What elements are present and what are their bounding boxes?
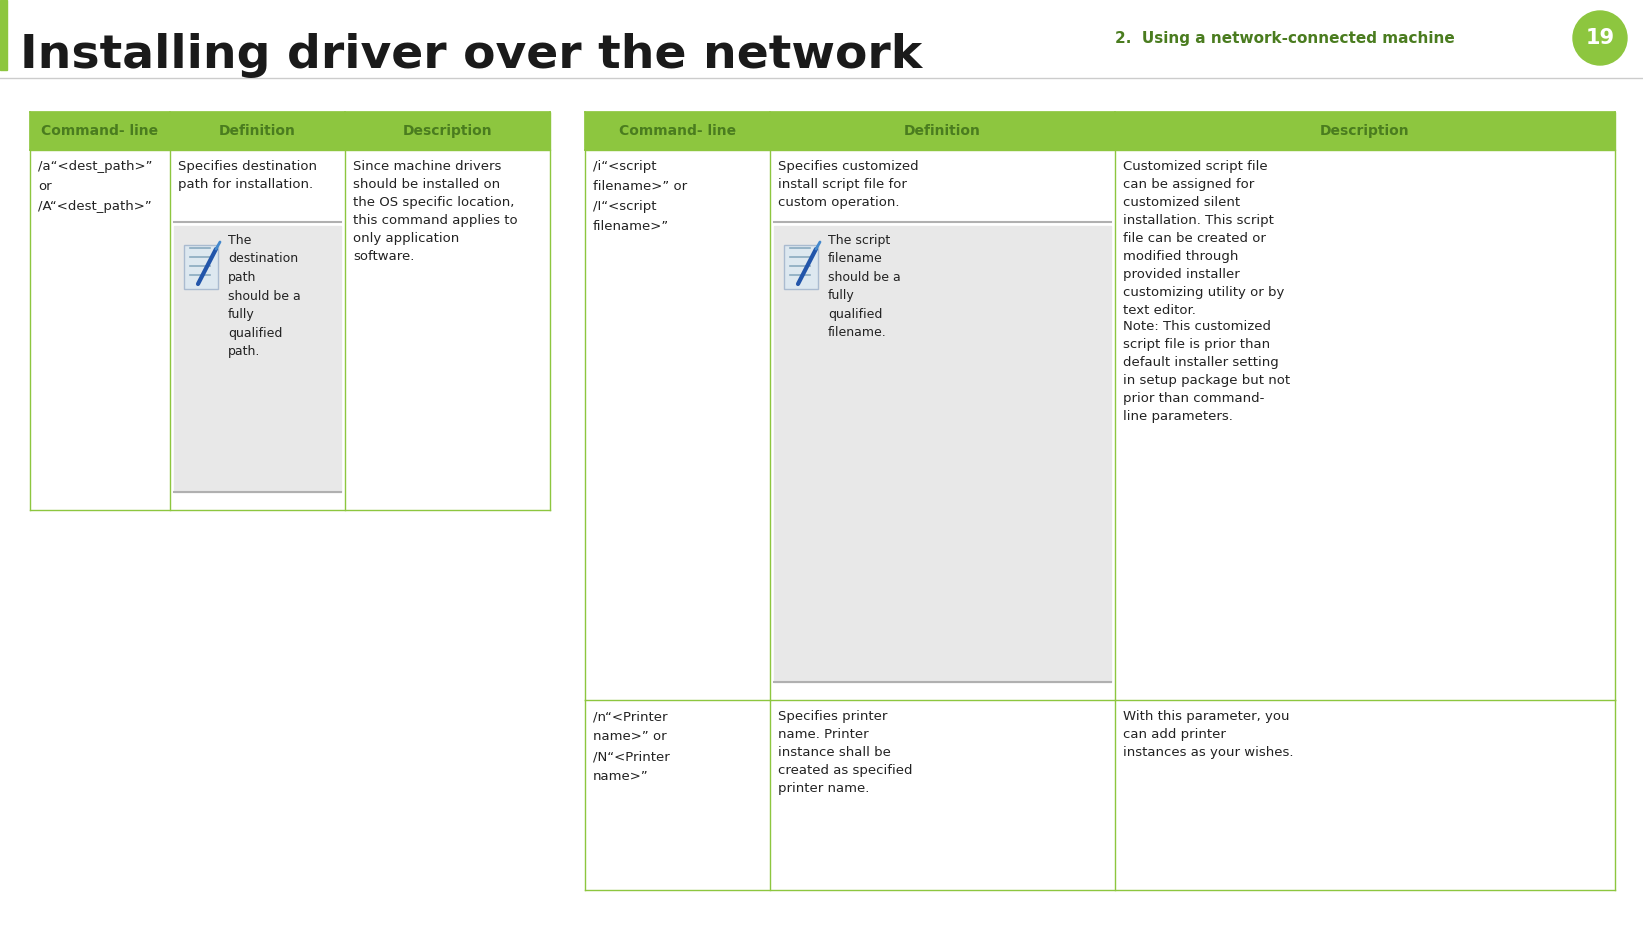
Text: Definition: Definition (904, 124, 981, 138)
Text: 2.  Using a network-connected machine: 2. Using a network-connected machine (1116, 31, 1454, 45)
Bar (30, 150, 550, 510)
Bar (0, 0, 7, 70)
Text: Command- line: Command- line (619, 124, 736, 138)
FancyBboxPatch shape (184, 245, 219, 289)
Text: /n“<Printer
name>” or
/N“<Printer
name>”: /n“<Printer name>” or /N“<Printer name>” (593, 710, 670, 783)
Bar (585, 150, 1615, 700)
Text: /a“<dest_path>”
or
/A“<dest_path>”: /a“<dest_path>” or /A“<dest_path>” (38, 160, 153, 213)
Text: Description: Description (403, 124, 493, 138)
Text: Installing driver over the network: Installing driver over the network (20, 32, 922, 78)
Bar (585, 700, 1615, 890)
Bar (30, 112, 550, 150)
Text: Description: Description (1321, 124, 1410, 138)
Text: 19: 19 (1585, 28, 1615, 48)
Bar (774, 226, 1111, 682)
FancyBboxPatch shape (784, 245, 818, 289)
Text: Customized script file
can be assigned for
customized silent
installation. This : Customized script file can be assigned f… (1124, 160, 1285, 317)
Text: Since machine drivers
should be installed on
the OS specific location,
this comm: Since machine drivers should be installe… (353, 160, 518, 263)
Text: Specifies customized
install script file for
custom operation.: Specifies customized install script file… (779, 160, 918, 209)
Text: With this parameter, you
can add printer
instances as your wishes.: With this parameter, you can add printer… (1124, 710, 1293, 759)
Text: /i“<script
filename>” or
/I“<script
filename>”: /i“<script filename>” or /I“<script file… (593, 160, 687, 233)
Bar (585, 112, 1615, 150)
Text: Command- line: Command- line (41, 124, 159, 138)
Text: Definition: Definition (219, 124, 296, 138)
Text: The
destination
path
should be a
fully
qualified
path.: The destination path should be a fully q… (228, 234, 301, 358)
Text: The script
filename
should be a
fully
qualified
filename.: The script filename should be a fully qu… (828, 234, 900, 339)
Text: Specifies printer
name. Printer
instance shall be
created as specified
printer n: Specifies printer name. Printer instance… (779, 710, 912, 795)
Text: Note: This customized
script file is prior than
default installer setting
in set: Note: This customized script file is pri… (1124, 320, 1290, 423)
Bar (174, 226, 342, 492)
Text: Specifies destination
path for installation.: Specifies destination path for installat… (177, 160, 317, 191)
Circle shape (1572, 11, 1627, 65)
